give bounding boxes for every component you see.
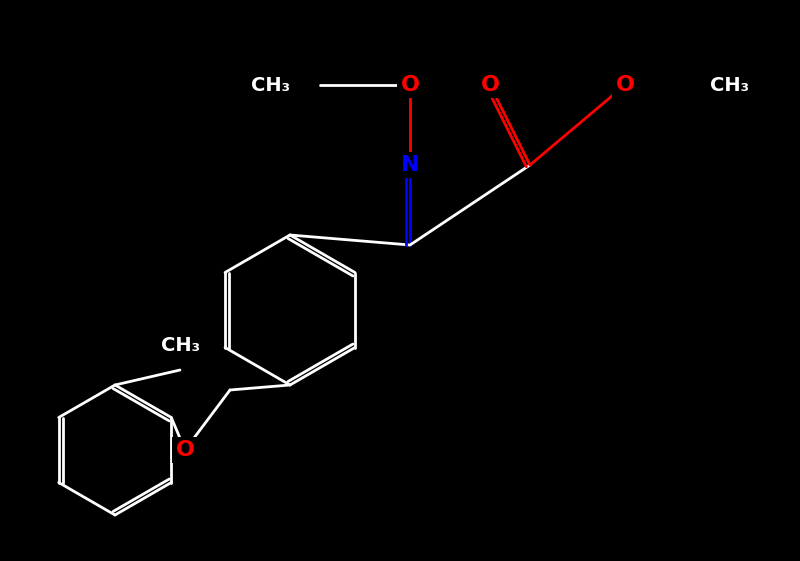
Text: O: O bbox=[481, 75, 499, 95]
Text: O: O bbox=[401, 75, 419, 95]
Text: CH₃: CH₃ bbox=[251, 76, 290, 94]
Text: CH₃: CH₃ bbox=[710, 76, 749, 94]
Text: O: O bbox=[615, 75, 634, 95]
Text: CH₃: CH₃ bbox=[161, 336, 199, 355]
Text: N: N bbox=[401, 155, 419, 175]
Text: O: O bbox=[175, 440, 194, 460]
